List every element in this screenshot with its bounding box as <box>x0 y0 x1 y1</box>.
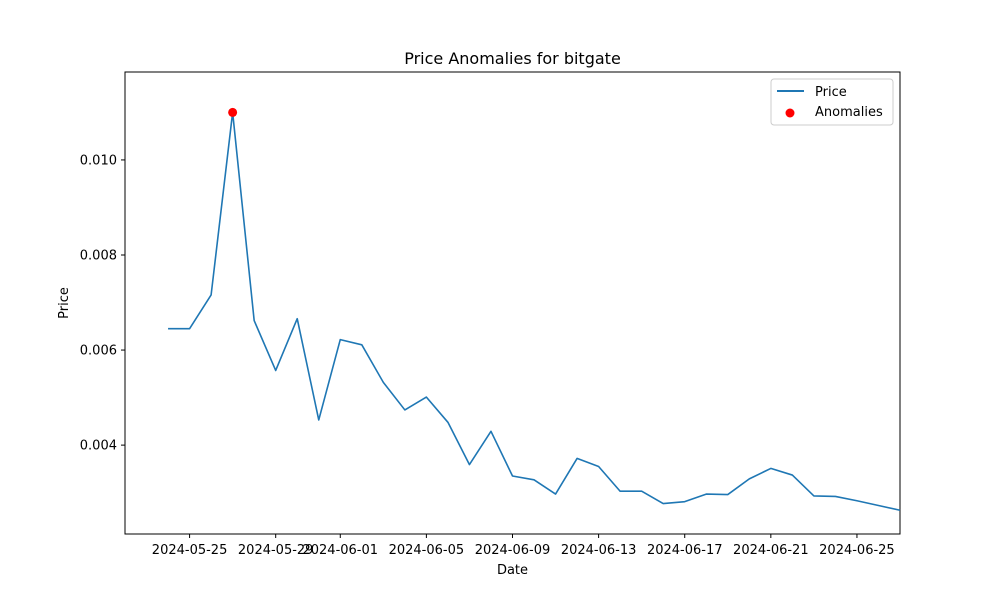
series-layer <box>168 107 901 512</box>
x-tick-label: 2024-06-21 <box>733 543 809 558</box>
legend-anomalies-marker <box>785 108 795 118</box>
legend: Price Anomalies <box>770 78 894 126</box>
x-tick-label: 2024-06-09 <box>475 543 551 558</box>
y-axis: 0.004 0.006 0.008 0.010 <box>80 153 125 454</box>
plot-area <box>124 71 901 535</box>
x-tick-label: 2024-05-25 <box>152 543 228 558</box>
x-tick-label: 2024-06-01 <box>302 543 378 558</box>
y-tick-label: 0.006 <box>80 344 117 359</box>
x-tick-label: 2024-06-25 <box>819 543 895 558</box>
x-axis-label: Date <box>497 563 528 578</box>
anomaly-point <box>228 107 238 117</box>
y-axis-label: Price <box>57 287 72 319</box>
x-tick-label: 2024-06-17 <box>647 543 723 558</box>
x-tick-label: 2024-05-29 <box>238 543 314 558</box>
legend-price-label: Price <box>815 85 847 100</box>
x-tick-label: 2024-06-05 <box>389 543 465 558</box>
legend-anomalies-label: Anomalies <box>815 105 883 120</box>
y-tick-label: 0.004 <box>80 439 117 454</box>
y-tick-label: 0.008 <box>80 248 117 263</box>
chart-title: Price Anomalies for bitgate <box>404 49 621 68</box>
price-line <box>168 111 901 512</box>
y-tick-label: 0.010 <box>80 153 117 168</box>
x-tick-label: 2024-06-13 <box>561 543 637 558</box>
